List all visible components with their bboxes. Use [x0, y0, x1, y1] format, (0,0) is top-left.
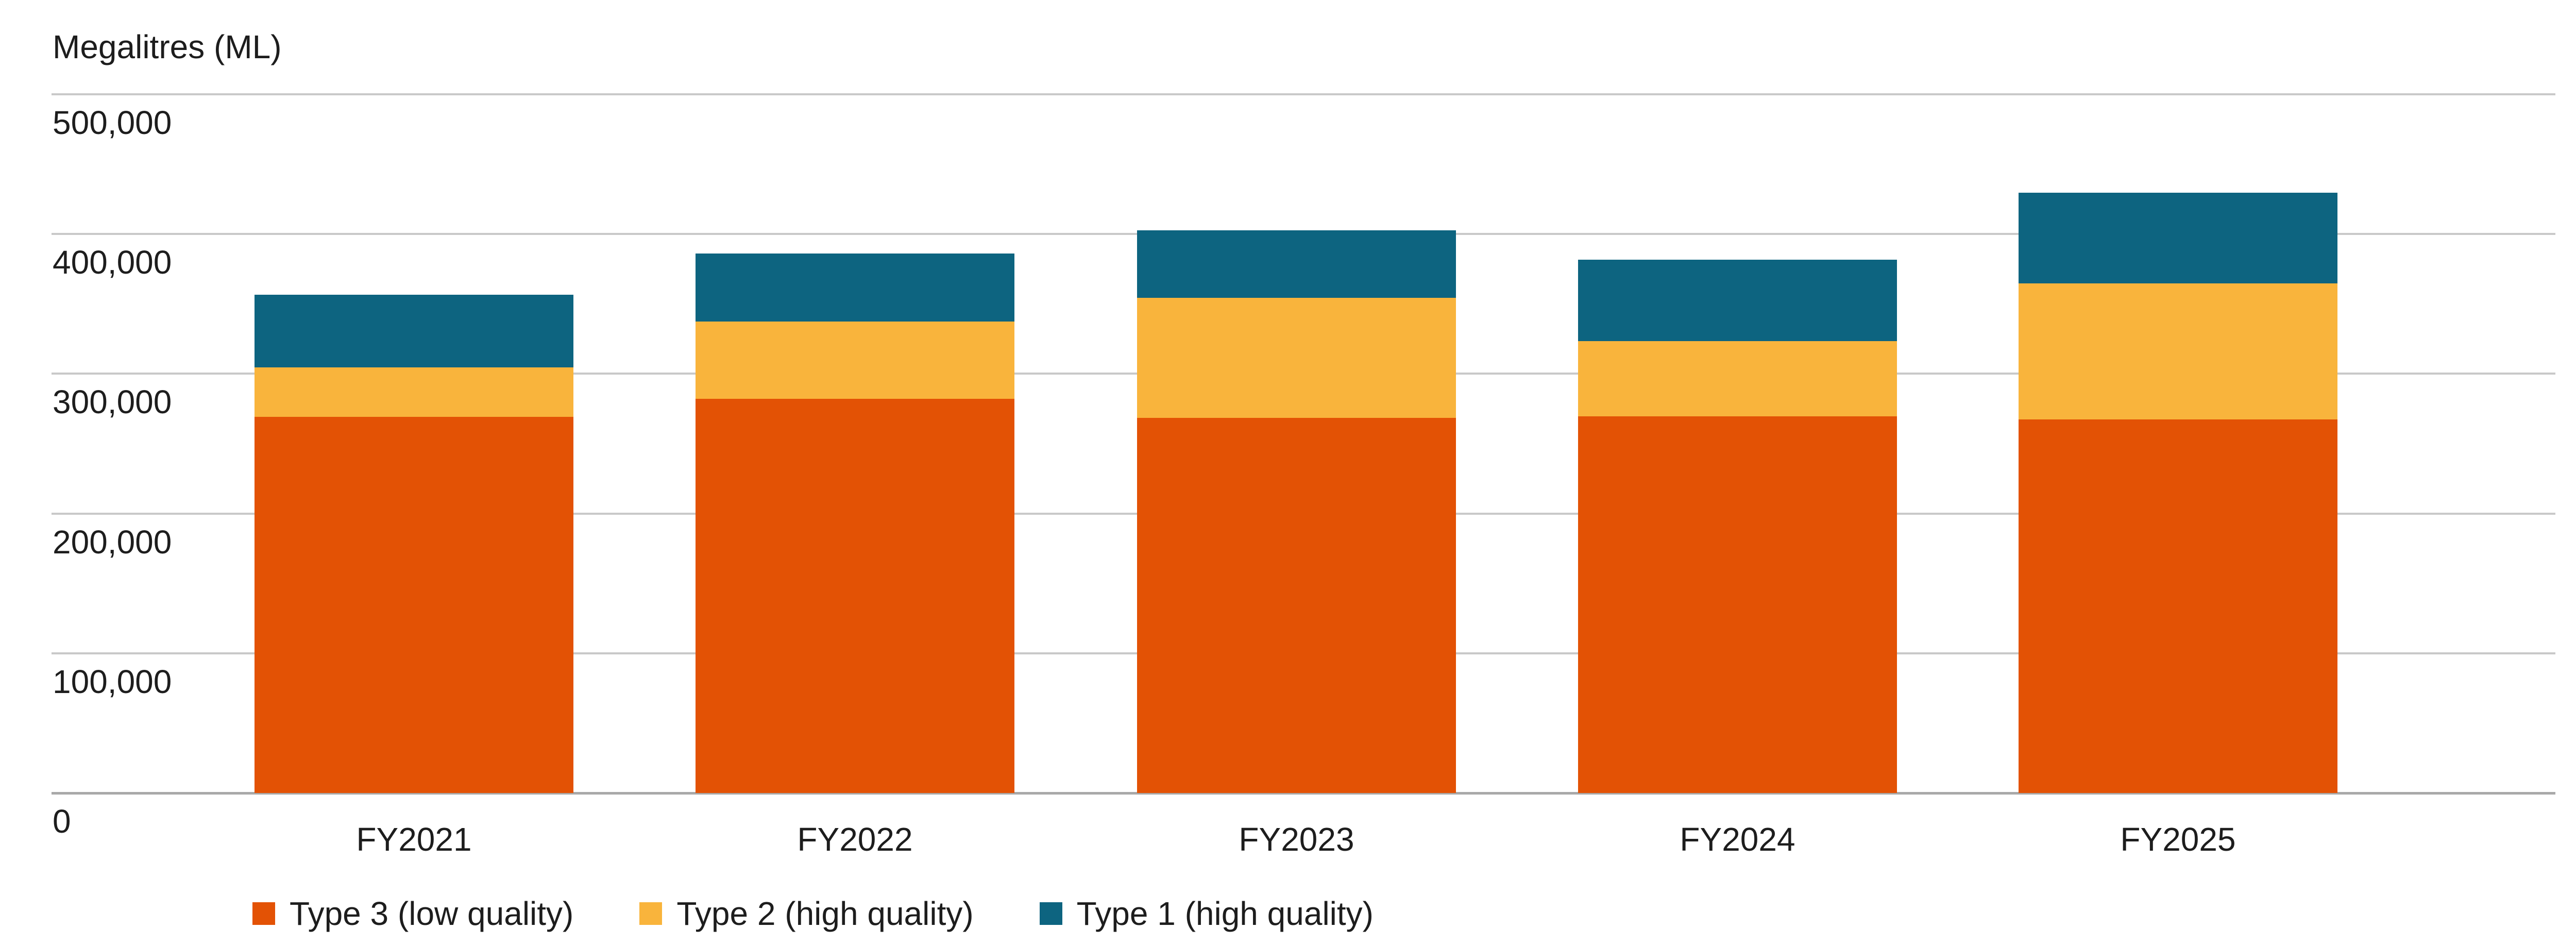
y-tick-label: 200,000 [53, 523, 172, 561]
bar-segment-fy2024-series-1 [1578, 416, 1897, 793]
x-tick-label-fy2023: FY2023 [1239, 821, 1354, 858]
x-tick-label-fy2024: FY2024 [1680, 821, 1795, 858]
legend-label: Type 2 (high quality) [676, 895, 974, 932]
plot-area [52, 93, 2555, 795]
y-axis-title: Megalitres (ML) [53, 28, 282, 65]
y-tick-label: 500,000 [53, 104, 172, 141]
bar-segment-fy2025-series-1 [2019, 419, 2337, 793]
bar-segment-fy2025-series-2 [2019, 283, 2337, 419]
legend-item-2: Type 2 (high quality) [639, 895, 974, 932]
y-tick-label: 400,000 [53, 244, 172, 281]
bar-segment-fy2023-series-1 [1137, 417, 1456, 793]
legend-swatch-icon [1039, 902, 1062, 925]
x-tick-label-fy2025: FY2025 [2120, 821, 2236, 858]
bar-segment-fy2022-series-2 [696, 321, 1014, 399]
bar-segment-fy2025-series-3 [2019, 193, 2337, 284]
y-tick-label: 0 [53, 803, 71, 840]
legend-swatch-icon [252, 902, 275, 925]
bar-segment-fy2024-series-3 [1578, 260, 1897, 341]
legend-item-3: Type 1 (high quality) [1039, 895, 1374, 932]
legend-swatch-icon [639, 902, 663, 925]
bar-segment-fy2023-series-3 [1137, 230, 1456, 298]
legend-label: Type 1 (high quality) [1076, 895, 1374, 932]
bar-segment-fy2021-series-1 [255, 417, 573, 793]
bar-segment-fy2021-series-3 [255, 295, 573, 368]
gridline [52, 93, 2555, 95]
legend-label: Type 3 (low quality) [290, 895, 574, 932]
bar-segment-fy2021-series-2 [255, 367, 573, 417]
bar-segment-fy2022-series-1 [696, 399, 1014, 793]
y-tick-label: 100,000 [53, 663, 172, 700]
bar-segment-fy2024-series-2 [1578, 341, 1897, 417]
x-axis-baseline [52, 792, 2555, 795]
y-tick-label: 300,000 [53, 383, 172, 421]
x-tick-label-fy2022: FY2022 [797, 821, 913, 858]
legend: Type 3 (low quality) Type 2 (high quality… [252, 896, 1374, 932]
bar-segment-fy2022-series-3 [696, 254, 1014, 322]
x-tick-label-fy2021: FY2021 [356, 821, 472, 858]
legend-item-1: Type 3 (low quality) [252, 896, 573, 932]
bar-segment-fy2023-series-2 [1137, 297, 1456, 418]
